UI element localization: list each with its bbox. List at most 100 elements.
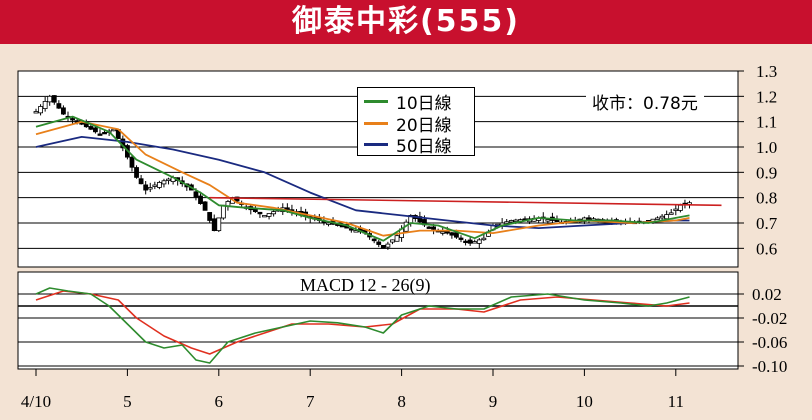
candle-body <box>668 212 674 215</box>
candle-body <box>38 106 43 114</box>
price-y-tick-label: 1.0 <box>756 138 777 157</box>
x-tick-label: 7 <box>306 392 315 411</box>
x-tick-label: 5 <box>123 392 132 411</box>
candle-body <box>220 204 226 219</box>
legend-item-ma50: 50日線 <box>364 133 452 157</box>
legend-item-ma10: 10日線 <box>364 90 452 114</box>
macd-y-tick-label: -0.10 <box>752 357 787 376</box>
page-title: 御泰中彩(555) <box>291 4 521 39</box>
candle-body <box>134 167 139 178</box>
candle-body <box>111 128 117 132</box>
candle-body <box>257 211 263 215</box>
macd-y-tick-label: -0.06 <box>752 333 787 352</box>
candle-body <box>97 133 103 136</box>
ma50-line <box>35 136 690 230</box>
candle-body <box>70 118 75 121</box>
candle-body <box>129 156 135 168</box>
legend-label-ma20: 20日線 <box>396 115 452 136</box>
legend-swatch-ma50 <box>364 142 388 146</box>
candle-body <box>56 103 62 109</box>
candle-body <box>198 195 203 204</box>
price-y-tick-label: 1.3 <box>756 62 777 81</box>
candle-body <box>554 219 560 223</box>
candle-body <box>371 238 377 242</box>
candle-body <box>504 221 510 224</box>
candle-body <box>152 184 158 187</box>
candle-body <box>266 213 272 217</box>
candle-body <box>394 235 400 242</box>
candle-body <box>431 226 436 230</box>
candle-body <box>262 214 267 218</box>
candle-body <box>463 240 468 244</box>
candle-body <box>143 184 149 191</box>
candle-body <box>348 228 354 231</box>
candle-body <box>458 237 464 240</box>
candle-body <box>216 217 222 232</box>
legend-swatch-ma20 <box>364 121 388 125</box>
candle-body <box>61 107 66 115</box>
candle-body <box>47 95 53 103</box>
macd-line <box>35 287 690 364</box>
candle-body <box>545 219 551 222</box>
legend-label-ma50: 50日線 <box>396 136 452 157</box>
candle-body <box>284 207 290 210</box>
candle-body <box>93 127 98 133</box>
candle-body <box>102 131 107 135</box>
candle-body <box>472 241 478 244</box>
close-price-label: 收市：0.78元 <box>586 89 704 114</box>
candle-body <box>673 208 679 211</box>
candle-body <box>426 226 432 229</box>
candle-body <box>481 237 487 241</box>
candle-body <box>385 243 391 248</box>
price-y-tick-label: 0.7 <box>756 214 778 233</box>
candle-body <box>655 217 660 220</box>
candle-body <box>51 95 57 103</box>
candle-body <box>677 204 683 211</box>
ma10-line <box>35 115 690 242</box>
price-y-tick-label: 1.2 <box>756 87 777 106</box>
x-tick-label: 4/10 <box>21 392 51 411</box>
price-y-tick-label: 0.8 <box>756 189 777 208</box>
x-tick-label: 9 <box>489 392 498 411</box>
candle-body <box>380 244 386 249</box>
macd-y-tick-label: 0.02 <box>752 285 782 304</box>
candle-body <box>454 232 459 238</box>
candle-body <box>211 218 217 231</box>
x-tick-label: 10 <box>576 392 593 411</box>
candle-body <box>664 214 670 220</box>
trendline <box>209 196 722 207</box>
macd-y-tick-label: -0.02 <box>752 309 787 328</box>
legend-item-ma20: 20日線 <box>364 112 452 136</box>
candle-body <box>390 239 395 243</box>
candle-body <box>353 230 359 233</box>
candle-body <box>440 231 446 234</box>
legend-swatch-ma10 <box>364 99 388 103</box>
candle-body <box>33 111 39 114</box>
candle-body <box>449 232 455 236</box>
candle-body <box>166 178 171 181</box>
legend-label-ma10: 10日線 <box>396 93 452 114</box>
candle-body <box>156 182 162 188</box>
candle-body <box>88 126 94 130</box>
candle-body <box>467 239 473 244</box>
candle-body <box>161 180 167 185</box>
macd-plot-area <box>17 271 739 370</box>
x-tick-label: 8 <box>397 392 406 411</box>
x-tick-label: 11 <box>668 392 684 411</box>
candle-body <box>147 187 153 190</box>
candle-body <box>586 217 592 220</box>
candle-body <box>193 191 199 198</box>
candle-body <box>508 220 514 223</box>
macd-title: MACD 12 - 26(9) <box>300 275 431 295</box>
price-y-tick-label: 1.1 <box>756 113 777 132</box>
candle-body <box>42 101 48 110</box>
candle-body <box>476 239 482 244</box>
price-y-tick-label: 0.6 <box>756 239 777 258</box>
price-y-tick-label: 0.9 <box>756 163 777 182</box>
candle-body <box>376 241 382 245</box>
title-bar: 御泰中彩(555) <box>0 0 812 44</box>
legend-box: 10日線 20日線 50日線 <box>357 87 475 157</box>
candle-body <box>202 201 208 211</box>
x-tick-label: 6 <box>215 392 224 411</box>
candle-body <box>234 196 240 202</box>
